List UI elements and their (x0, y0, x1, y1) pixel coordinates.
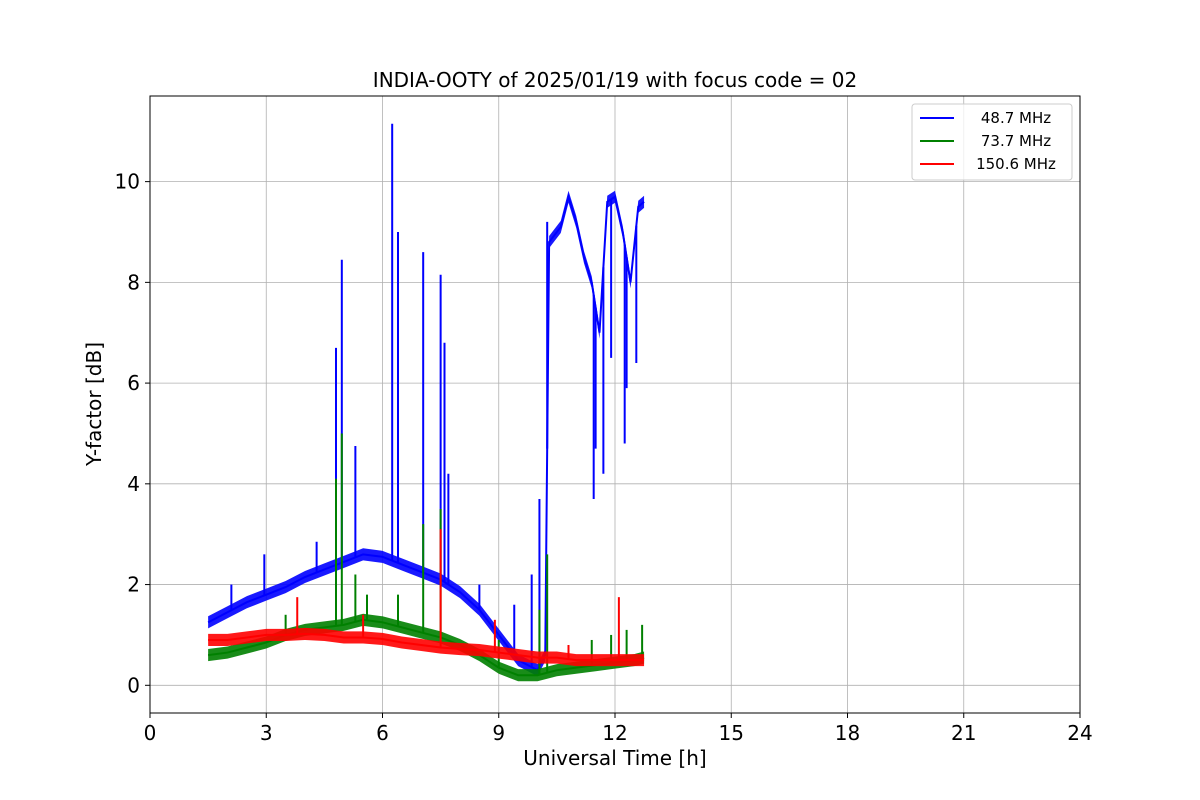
y-tick-label: 6 (127, 371, 140, 395)
x-tick-label: 0 (144, 721, 157, 745)
legend: 48.7 MHz 73.7 MHz 150.6 MHz (911, 103, 1073, 181)
series-0 (207, 123, 645, 677)
y-axis-label: Y-factor [dB] (82, 342, 106, 467)
series-line (207, 193, 645, 672)
x-tick-label: 6 (376, 721, 389, 745)
y-tick-label: 4 (127, 472, 140, 496)
legend-label: 73.7 MHz (981, 132, 1051, 150)
y-tick-label: 2 (127, 573, 140, 597)
y-axis: 0 2 4 6 8 10 (115, 170, 150, 697)
x-axis: 0 3 6 9 12 15 18 21 24 (144, 713, 1093, 745)
y-tick-label: 8 (127, 270, 140, 294)
plot-series (207, 123, 645, 682)
y-tick-label: 0 (127, 673, 140, 697)
legend-label: 150.6 MHz (976, 155, 1056, 173)
chart-title: INDIA-OOTY of 2025/01/19 with focus code… (373, 68, 857, 92)
legend-label: 48.7 MHz (981, 109, 1051, 127)
x-tick-label: 9 (492, 721, 505, 745)
x-tick-label: 3 (260, 721, 273, 745)
legend-box (911, 103, 1073, 181)
x-tick-label: 12 (602, 721, 627, 745)
series-line (208, 632, 645, 662)
series-noise-band (208, 190, 645, 677)
x-tick-label: 15 (719, 721, 744, 745)
x-tick-label: 21 (951, 721, 976, 745)
x-tick-label: 24 (1067, 721, 1092, 745)
x-axis-label: Universal Time [h] (523, 746, 706, 770)
y-tick-label: 10 (115, 170, 140, 194)
x-tick-label: 18 (835, 721, 860, 745)
series-2 (208, 529, 645, 667)
